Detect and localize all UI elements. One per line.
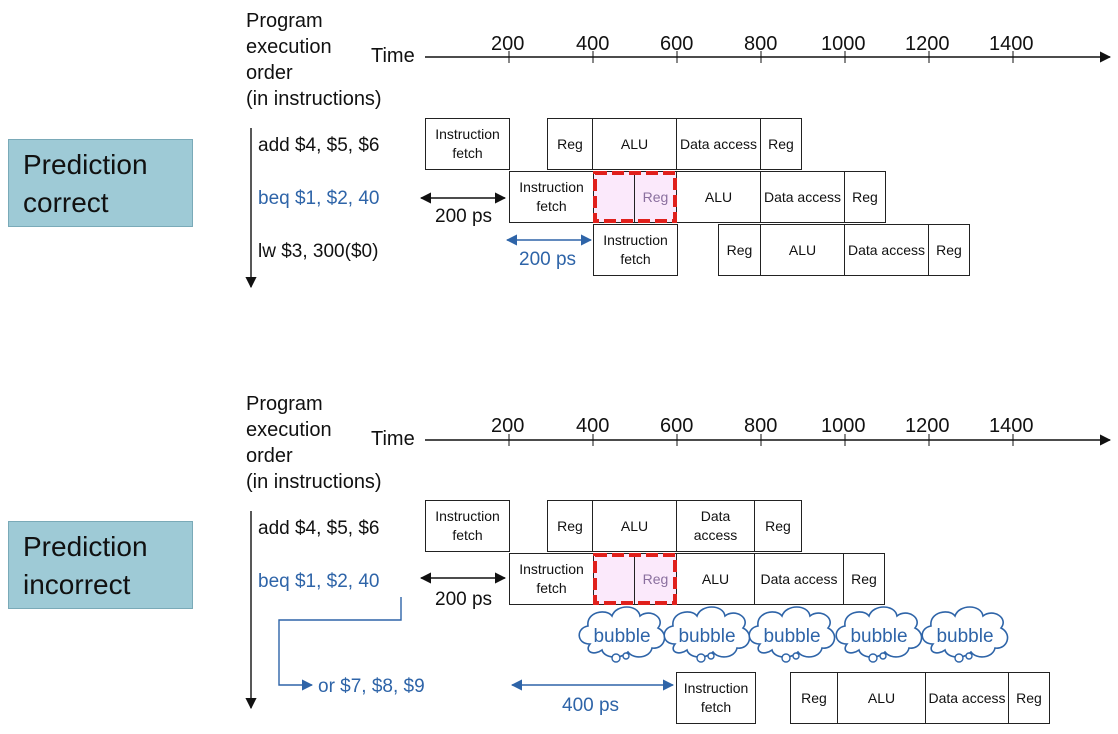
stall-highlight (593, 553, 677, 605)
stage-instruction-fetch: Instruction fetch (593, 224, 678, 276)
stage-reg: Reg (1008, 672, 1050, 724)
order-header: Program execution order (in instructions… (246, 391, 382, 495)
order-header: Program execution order (in instructions… (246, 8, 382, 112)
header-line: execution (246, 419, 332, 441)
stage-reg: Reg (760, 118, 802, 170)
tick-label: 1000 (821, 33, 866, 55)
tick-label: 1200 (905, 33, 950, 55)
instruction-beq: beq $1, $2, 40 (258, 188, 380, 209)
bubble-label: bubble (763, 626, 821, 647)
tick-label: 200 (491, 33, 525, 55)
tick-label: 400 (576, 33, 610, 55)
stage-alu: ALU (592, 118, 677, 170)
header-line: (in instructions) (246, 471, 382, 493)
header-line: Program (246, 393, 323, 415)
stage-data-access: Data access (754, 553, 844, 605)
duration-label: 200 ps (435, 206, 493, 227)
tick-label: 600 (660, 415, 694, 437)
header-line: order (246, 445, 293, 467)
tick-label: 600 (660, 33, 694, 55)
time-label: Time (371, 428, 415, 450)
tick-label: 1400 (989, 33, 1034, 55)
stage-alu: ALU (837, 672, 926, 724)
header-line: order (246, 62, 293, 84)
time-label: Time (371, 45, 415, 67)
instruction-lw: lw $3, 300($0) (258, 241, 379, 262)
stage-alu: ALU (676, 553, 755, 605)
label-line: incorrect (23, 569, 131, 600)
stage-instruction-fetch: Instruction fetch (425, 118, 510, 170)
bubble-label: bubble (678, 626, 736, 647)
instruction-add: add $4, $5, $6 (258, 518, 380, 539)
duration-label: 400 ps (562, 695, 620, 716)
stage-reg: Reg (634, 171, 677, 223)
tick-label: 800 (744, 33, 778, 55)
label-line: correct (23, 187, 109, 218)
stage-data-access: Data access (925, 672, 1009, 724)
bubble-label: bubble (593, 626, 651, 647)
stage-data-access: Data access (676, 118, 761, 170)
label-line: Prediction (23, 531, 148, 562)
tick-label: 800 (744, 415, 778, 437)
label-line: Prediction (23, 149, 148, 180)
tick-label: 400 (576, 415, 610, 437)
tick-label: 200 (491, 415, 525, 437)
instruction-add: add $4, $5, $6 (258, 135, 380, 156)
stall-highlight (593, 171, 677, 223)
stage-instruction-fetch: Instruction fetch (676, 672, 756, 724)
duration-label: 200 ps (435, 589, 493, 610)
stage-reg: Reg (844, 171, 886, 223)
stage-reg: Reg (843, 553, 885, 605)
stage-reg: Reg (754, 500, 802, 552)
stage-instruction-fetch: Instruction fetch (425, 500, 510, 552)
stage-data-access: Data access (760, 171, 845, 223)
instruction-beq: beq $1, $2, 40 (258, 571, 380, 592)
header-line: Program (246, 10, 323, 32)
time-axis (425, 434, 1112, 446)
tick-label: 1400 (989, 415, 1034, 437)
header-line: (in instructions) (246, 88, 382, 110)
stage-data-access: Data access (676, 500, 755, 552)
tick-label: 1000 (821, 415, 866, 437)
header-line: execution (246, 36, 332, 58)
branch-redirect-arrow (278, 597, 402, 691)
time-axis (425, 51, 1112, 63)
prediction-correct-label: Prediction correct (8, 139, 193, 227)
duration-label: 200 ps (519, 249, 577, 270)
stage-reg: Reg (790, 672, 838, 724)
stage-reg: Reg (547, 500, 593, 552)
bubble-label: bubble (936, 626, 994, 647)
bubble-label: bubble (850, 626, 908, 647)
stage-blank (593, 553, 635, 605)
tick-label: 1200 (905, 415, 950, 437)
stage-data-access: Data access (844, 224, 929, 276)
stage-reg: Reg (928, 224, 970, 276)
prediction-incorrect-label: Prediction incorrect (8, 521, 193, 609)
stage-alu: ALU (592, 500, 677, 552)
instruction-or: or $7, $8, $9 (318, 676, 425, 697)
stage-reg: Reg (718, 224, 761, 276)
